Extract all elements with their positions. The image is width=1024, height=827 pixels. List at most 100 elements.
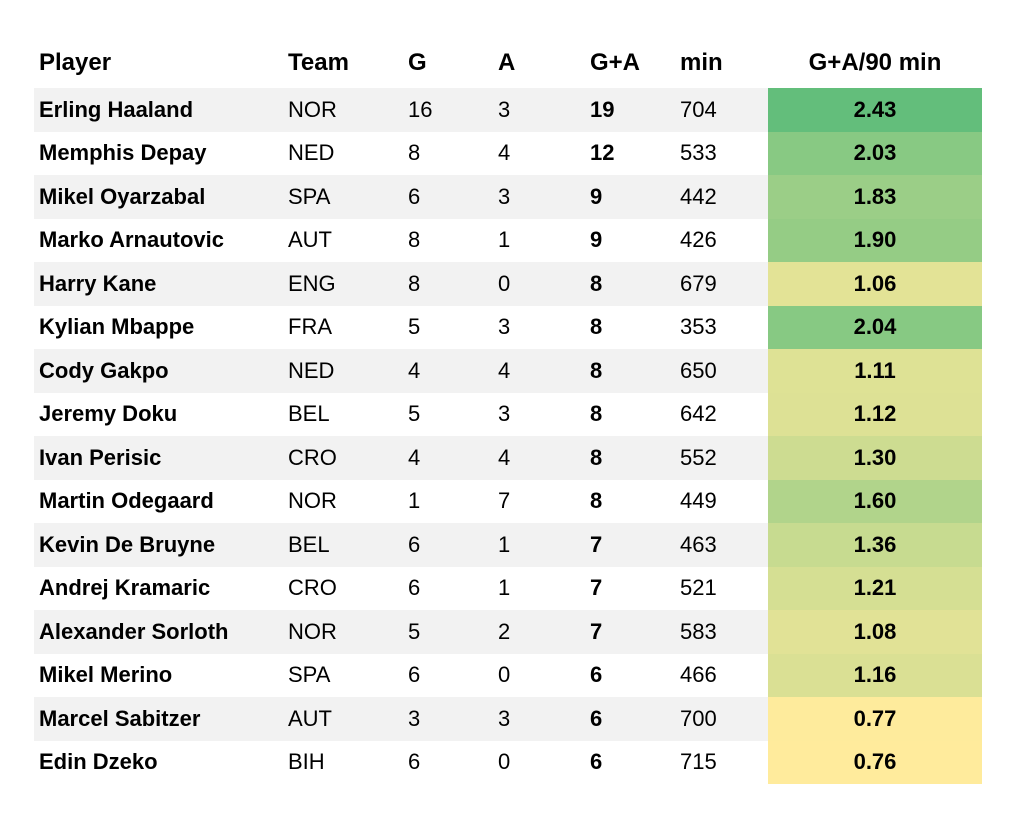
player-name: Mikel Merino — [34, 653, 288, 697]
assists: 3 — [498, 392, 590, 436]
minutes: 583 — [680, 610, 768, 654]
header-team: Team — [288, 49, 349, 76]
player-name: Marcel Sabitzer — [34, 697, 288, 741]
goals: 6 — [408, 740, 498, 784]
goals: 4 — [408, 436, 498, 480]
goals-plus-assists: 8 — [590, 479, 680, 523]
rate-per-90: 1.30 — [768, 436, 982, 480]
table-row: Mikel Oyarzabal SPA 6 3 9 442 1.83 — [34, 175, 982, 219]
assists: 1 — [498, 566, 590, 610]
rate-per-90: 1.08 — [768, 610, 982, 654]
table-row: Harry Kane ENG 8 0 8 679 1.06 — [34, 262, 982, 306]
rate-per-90: 1.36 — [768, 523, 982, 567]
team-code: NOR — [288, 88, 408, 132]
table-row: Ivan Perisic CRO 4 4 8 552 1.30 — [34, 436, 982, 480]
goals: 5 — [408, 305, 498, 349]
goals: 6 — [408, 653, 498, 697]
goals-plus-assists: 7 — [590, 610, 680, 654]
player-name: Cody Gakpo — [34, 349, 288, 393]
player-name: Mikel Oyarzabal — [34, 175, 288, 219]
assists: 0 — [498, 740, 590, 784]
goals: 4 — [408, 349, 498, 393]
team-code: CRO — [288, 436, 408, 480]
minutes: 650 — [680, 349, 768, 393]
assists: 0 — [498, 262, 590, 306]
player-name: Harry Kane — [34, 262, 288, 306]
player-name: Ivan Perisic — [34, 436, 288, 480]
header-row: Player Team G A G+A min G+A/90 min — [34, 38, 982, 88]
team-code: FRA — [288, 305, 408, 349]
rate-per-90: 1.12 — [768, 392, 982, 436]
assists: 3 — [498, 697, 590, 741]
table-row: Martin Odegaard NOR 1 7 8 449 1.60 — [34, 479, 982, 523]
team-code: NED — [288, 131, 408, 175]
team-code: AUT — [288, 218, 408, 262]
table-row: Memphis Depay NED 8 4 12 533 2.03 — [34, 131, 982, 175]
goals-plus-assists: 8 — [590, 436, 680, 480]
player-name: Alexander Sorloth — [34, 610, 288, 654]
goals-plus-assists: 7 — [590, 523, 680, 567]
player-name: Memphis Depay — [34, 131, 288, 175]
minutes: 353 — [680, 305, 768, 349]
goals-plus-assists: 6 — [590, 740, 680, 784]
team-code: BIH — [288, 740, 408, 784]
rate-per-90: 1.60 — [768, 479, 982, 523]
table-row: Andrej Kramaric CRO 6 1 7 521 1.21 — [34, 566, 982, 610]
table-row: Erling Haaland NOR 16 3 19 704 2.43 — [34, 88, 982, 132]
assists: 0 — [498, 653, 590, 697]
rate-per-90: 1.16 — [768, 653, 982, 697]
minutes: 704 — [680, 88, 768, 132]
goals-plus-assists: 8 — [590, 305, 680, 349]
goals-plus-assists: 6 — [590, 697, 680, 741]
minutes: 463 — [680, 523, 768, 567]
table-row: Kylian Mbappe FRA 5 3 8 353 2.04 — [34, 305, 982, 349]
goals-plus-assists: 6 — [590, 653, 680, 697]
assists: 4 — [498, 436, 590, 480]
table-row: Marcel Sabitzer AUT 3 3 6 700 0.77 — [34, 697, 982, 741]
header-rate-per-90: G+A/90 min — [808, 49, 942, 76]
rate-per-90: 2.43 — [768, 88, 982, 132]
team-code: NOR — [288, 610, 408, 654]
goals-plus-assists: 19 — [590, 88, 680, 132]
table-row: Alexander Sorloth NOR 5 2 7 583 1.08 — [34, 610, 982, 654]
player-name: Marko Arnautovic — [34, 218, 288, 262]
goals-plus-assists: 9 — [590, 175, 680, 219]
player-name: Jeremy Doku — [34, 392, 288, 436]
minutes: 466 — [680, 653, 768, 697]
player-name: Kevin De Bruyne — [34, 523, 288, 567]
minutes: 552 — [680, 436, 768, 480]
team-code: BEL — [288, 392, 408, 436]
stats-table: Player Team G A G+A min G+A/90 min Erlin… — [34, 38, 982, 784]
minutes: 715 — [680, 740, 768, 784]
team-code: ENG — [288, 262, 408, 306]
rate-per-90: 0.76 — [768, 740, 982, 784]
table-row: Cody Gakpo NED 4 4 8 650 1.11 — [34, 349, 982, 393]
assists: 4 — [498, 349, 590, 393]
team-code: NED — [288, 349, 408, 393]
rate-per-90: 1.83 — [768, 175, 982, 219]
player-name: Kylian Mbappe — [34, 305, 288, 349]
goals-plus-assists: 7 — [590, 566, 680, 610]
goals-plus-assists: 8 — [590, 392, 680, 436]
goals-plus-assists: 8 — [590, 262, 680, 306]
goals: 1 — [408, 479, 498, 523]
minutes: 679 — [680, 262, 768, 306]
assists: 2 — [498, 610, 590, 654]
assists: 1 — [498, 523, 590, 567]
table-row: Edin Dzeko BIH 6 0 6 715 0.76 — [34, 740, 982, 784]
goals: 5 — [408, 392, 498, 436]
assists: 1 — [498, 218, 590, 262]
team-code: SPA — [288, 653, 408, 697]
team-code: CRO — [288, 566, 408, 610]
header-assists: A — [498, 49, 516, 76]
header-player: Player — [39, 49, 112, 76]
goals: 6 — [408, 566, 498, 610]
player-name: Andrej Kramaric — [34, 566, 288, 610]
player-name: Martin Odegaard — [34, 479, 288, 523]
goals: 8 — [408, 218, 498, 262]
goals-plus-assists: 9 — [590, 218, 680, 262]
minutes: 442 — [680, 175, 768, 219]
rate-per-90: 1.21 — [768, 566, 982, 610]
team-code: BEL — [288, 523, 408, 567]
player-name: Edin Dzeko — [34, 740, 288, 784]
